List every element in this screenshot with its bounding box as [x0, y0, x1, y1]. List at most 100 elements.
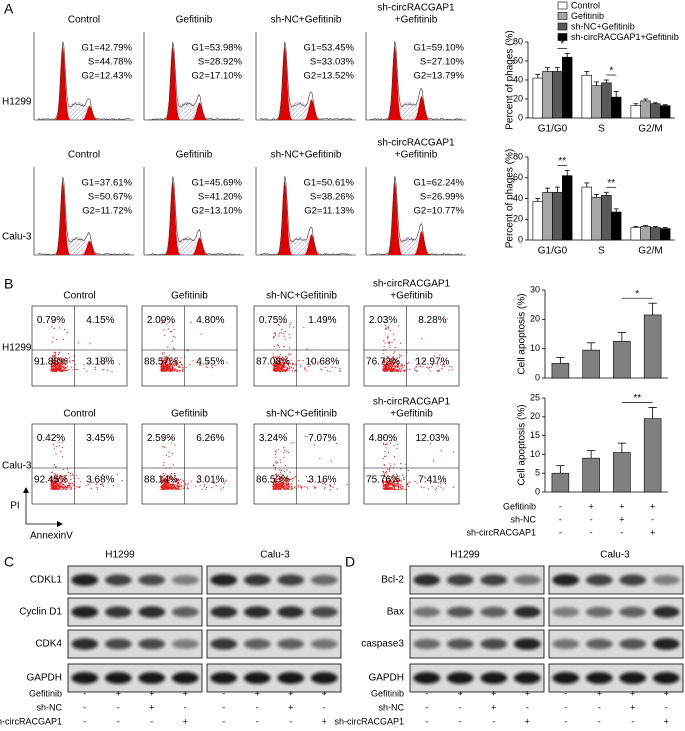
dot	[423, 487, 425, 489]
y-tick-label: 40	[513, 74, 523, 84]
legend-swatch	[557, 1, 568, 10]
dot	[289, 478, 291, 480]
bar	[532, 77, 544, 119]
dot	[272, 488, 275, 490]
dot	[170, 484, 172, 486]
dot	[166, 478, 168, 480]
dot	[61, 363, 63, 366]
quadrant-value: 10.68%	[305, 357, 339, 368]
condition-sign: -	[559, 501, 562, 511]
band	[480, 606, 508, 618]
dot	[290, 366, 292, 369]
dot	[170, 477, 172, 479]
dot	[277, 479, 279, 481]
dot	[393, 439, 395, 441]
dot	[285, 484, 287, 486]
histogram-g2	[301, 234, 323, 255]
dot	[287, 487, 289, 489]
dot	[76, 486, 78, 488]
dot	[395, 478, 398, 480]
dot	[50, 487, 53, 490]
quadrant-value: 91.88%	[34, 357, 68, 368]
dot	[273, 335, 275, 338]
dot	[397, 361, 399, 363]
dot	[293, 327, 295, 329]
dot	[289, 347, 291, 349]
dot	[324, 488, 326, 490]
dot	[276, 357, 278, 359]
plot-frame	[253, 305, 350, 387]
dot	[274, 478, 276, 480]
y-tick-label: 80	[513, 151, 523, 161]
dot	[390, 369, 392, 371]
dot	[384, 370, 386, 372]
dot	[179, 485, 181, 487]
y-tick-label: 80	[513, 36, 523, 46]
dot	[160, 479, 162, 482]
dot	[185, 366, 187, 369]
condition-sign: +	[322, 688, 327, 698]
dot	[275, 364, 277, 366]
dot	[275, 454, 277, 456]
band	[210, 672, 238, 684]
dot	[165, 481, 167, 484]
dot	[282, 365, 284, 367]
condition-sign: -	[83, 716, 86, 726]
dot	[65, 486, 67, 488]
dot	[195, 485, 197, 487]
dot	[397, 486, 399, 488]
bar	[542, 191, 553, 241]
condition-sign: +	[630, 702, 635, 712]
dot	[171, 366, 173, 368]
dot	[418, 362, 420, 364]
dot	[384, 363, 386, 365]
dot	[57, 357, 60, 359]
dot	[400, 369, 402, 371]
dot	[211, 487, 213, 489]
dot	[292, 367, 295, 369]
dot	[277, 488, 279, 490]
dot	[165, 358, 167, 360]
dot	[51, 364, 53, 366]
dot	[394, 358, 396, 360]
band	[446, 574, 474, 586]
bar	[613, 341, 631, 379]
dot	[278, 346, 280, 348]
dot	[56, 479, 58, 481]
dot	[89, 343, 91, 345]
dot	[173, 368, 175, 370]
quadrant-value: 12.97%	[415, 357, 449, 368]
dot	[67, 484, 69, 486]
significance: *	[609, 66, 613, 77]
dot	[64, 363, 66, 365]
dot	[399, 370, 401, 372]
bar	[591, 85, 602, 119]
dot	[399, 486, 401, 488]
dot	[394, 480, 396, 482]
dot	[274, 366, 276, 368]
dot	[167, 368, 169, 371]
dot	[394, 463, 396, 465]
dot	[58, 480, 60, 482]
dot	[54, 353, 56, 355]
dot	[287, 482, 289, 484]
legend-swatch	[557, 33, 568, 41]
dot	[162, 476, 164, 478]
dot	[389, 487, 391, 489]
dot	[56, 477, 58, 479]
histogram-g2	[411, 231, 433, 255]
dot	[385, 481, 387, 483]
dot	[387, 338, 389, 340]
phase-stat: G1=53.98%	[192, 43, 243, 54]
dot	[272, 364, 274, 366]
dot	[405, 489, 407, 491]
dot	[423, 360, 426, 362]
dot	[301, 487, 303, 489]
histogram-g2	[79, 105, 101, 120]
phase-stat: S=28.92%	[198, 57, 243, 68]
dot	[165, 486, 168, 488]
column-header: Gefitinib	[171, 409, 208, 420]
dot	[285, 314, 287, 316]
condition-sign: -	[256, 716, 259, 726]
dot	[168, 367, 170, 369]
